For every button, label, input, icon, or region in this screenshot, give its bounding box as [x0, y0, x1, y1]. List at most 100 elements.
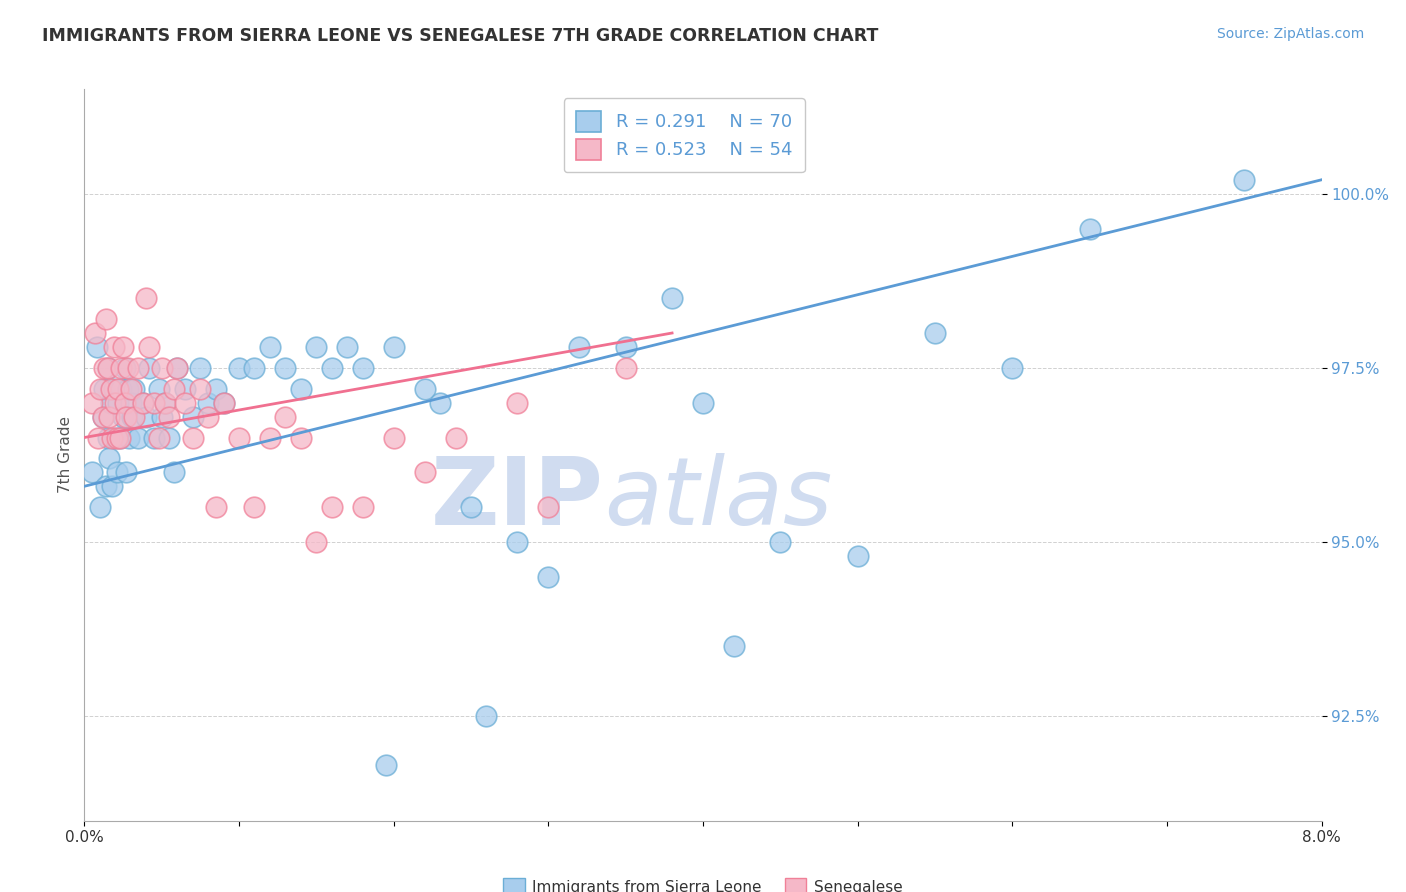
- Point: [120, 382, 142, 396]
- Point: [174, 395, 197, 409]
- Point: [506, 395, 529, 409]
- Point: [166, 360, 188, 375]
- Point: [475, 709, 498, 723]
- Point: [153, 395, 176, 409]
- Point: [121, 409, 143, 424]
- Point: [114, 360, 136, 375]
- Point: [305, 340, 328, 354]
- Point: [1078, 221, 1101, 235]
- Text: Source: ZipAtlas.com: Source: ZipAtlas.com: [1216, 27, 1364, 41]
- Point: [112, 340, 135, 354]
- Point: [101, 479, 124, 493]
- Point: [163, 382, 186, 396]
- Point: [115, 466, 138, 480]
- Point: [94, 479, 117, 493]
- Point: [150, 360, 173, 375]
- Point: [259, 430, 281, 444]
- Point: [104, 430, 127, 444]
- Point: [105, 430, 128, 444]
- Point: [1233, 173, 1256, 187]
- Point: [614, 360, 637, 375]
- Point: [101, 430, 124, 444]
- Point: [846, 549, 869, 563]
- Point: [87, 430, 110, 444]
- Point: [107, 395, 129, 409]
- Point: [86, 340, 108, 354]
- Text: ZIP: ZIP: [432, 453, 605, 545]
- Point: [138, 340, 160, 354]
- Point: [135, 291, 157, 305]
- Point: [460, 500, 482, 515]
- Point: [924, 326, 946, 340]
- Point: [153, 395, 176, 409]
- Point: [150, 409, 173, 424]
- Point: [132, 395, 155, 409]
- Point: [138, 360, 160, 375]
- Point: [103, 382, 125, 396]
- Point: [506, 535, 529, 549]
- Point: [127, 360, 149, 375]
- Point: [94, 312, 117, 326]
- Point: [96, 430, 118, 444]
- Point: [413, 466, 436, 480]
- Point: [413, 382, 436, 396]
- Point: [100, 395, 122, 409]
- Point: [1001, 360, 1024, 375]
- Point: [174, 382, 197, 396]
- Point: [290, 382, 312, 396]
- Point: [98, 409, 121, 424]
- Point: [148, 382, 170, 396]
- Point: [122, 409, 145, 424]
- Point: [614, 340, 637, 354]
- Point: [205, 382, 228, 396]
- Point: [181, 409, 204, 424]
- Point: [692, 395, 714, 409]
- Point: [120, 395, 142, 409]
- Point: [89, 500, 111, 515]
- Point: [115, 409, 138, 424]
- Point: [352, 500, 374, 515]
- Point: [305, 535, 328, 549]
- Point: [118, 430, 141, 444]
- Point: [91, 409, 114, 424]
- Point: [321, 360, 343, 375]
- Point: [205, 500, 228, 515]
- Point: [127, 430, 149, 444]
- Point: [166, 360, 188, 375]
- Point: [723, 640, 745, 654]
- Point: [336, 340, 359, 354]
- Point: [243, 500, 266, 515]
- Point: [197, 395, 219, 409]
- Point: [769, 535, 792, 549]
- Point: [159, 430, 180, 444]
- Point: [382, 340, 405, 354]
- Point: [661, 291, 683, 305]
- Point: [148, 430, 170, 444]
- Point: [135, 409, 157, 424]
- Point: [114, 395, 136, 409]
- Point: [259, 340, 281, 354]
- Point: [321, 500, 343, 515]
- Point: [100, 382, 122, 396]
- Text: atlas: atlas: [605, 453, 832, 544]
- Point: [274, 409, 297, 424]
- Point: [163, 466, 186, 480]
- Point: [122, 382, 145, 396]
- Point: [181, 430, 204, 444]
- Point: [89, 382, 111, 396]
- Point: [110, 382, 132, 396]
- Point: [82, 395, 104, 409]
- Point: [84, 326, 107, 340]
- Point: [108, 430, 131, 444]
- Point: [537, 570, 560, 584]
- Point: [107, 382, 129, 396]
- Point: [537, 500, 560, 515]
- Point: [212, 395, 235, 409]
- Point: [104, 395, 127, 409]
- Point: [228, 430, 250, 444]
- Point: [93, 382, 115, 396]
- Point: [117, 382, 139, 396]
- Point: [188, 382, 212, 396]
- Point: [352, 360, 374, 375]
- Point: [112, 409, 135, 424]
